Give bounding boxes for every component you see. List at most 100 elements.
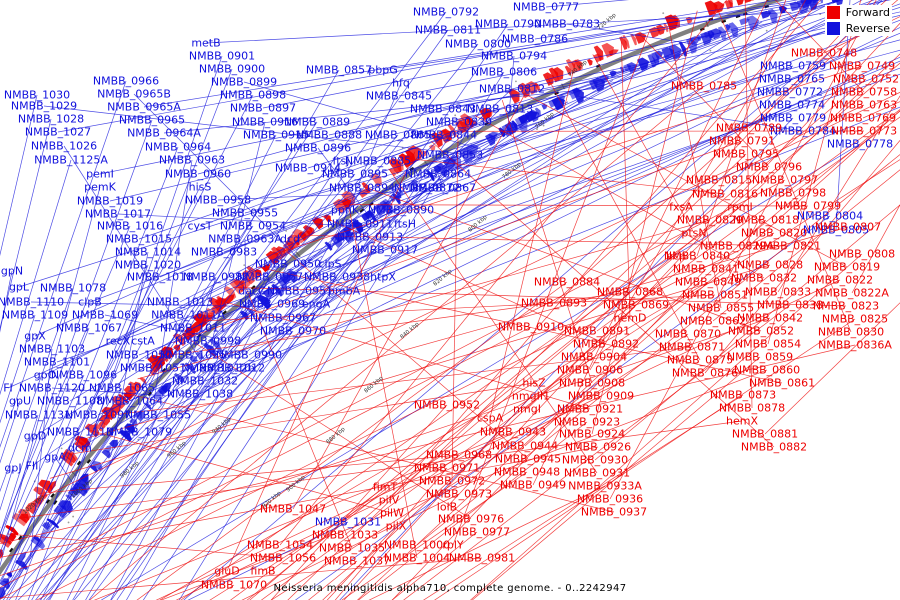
gene-label[interactable]: NMBB_0859 xyxy=(726,350,794,364)
gene-label[interactable]: NMBB_1032 xyxy=(171,374,239,388)
gene-label[interactable]: NMBB_0896 xyxy=(284,141,352,155)
gene-label[interactable]: NMBB_0808 xyxy=(828,247,896,261)
gene-label[interactable]: NMBB_0910 xyxy=(497,320,565,334)
gene-label[interactable]: NMBB_0823 xyxy=(812,299,880,313)
gene-label[interactable]: NMBB_1026 xyxy=(30,139,98,153)
gene-label[interactable]: NMBB_0873 xyxy=(709,388,777,402)
gene-label[interactable]: gpU xyxy=(8,394,32,408)
gene-label[interactable]: NMBB_1000 xyxy=(383,538,451,552)
gene-label[interactable]: NMBB_1064 xyxy=(96,394,164,408)
gene-label[interactable]: NMBB_0836A xyxy=(818,338,892,352)
gene-label[interactable]: NMBB_0806 xyxy=(470,65,538,79)
gene-label[interactable]: NMBB_0853 xyxy=(416,148,484,162)
gene-label[interactable]: NMBB_0876 xyxy=(671,366,739,380)
gene-label[interactable]: NMBB_0785 xyxy=(670,79,738,93)
gene-label[interactable]: pilX xyxy=(385,519,407,533)
gene-label[interactable]: NMBB_0911 xyxy=(326,217,394,231)
gene-label[interactable]: NMBB_0891 xyxy=(563,324,631,338)
gene-label[interactable]: NMBB_0914 xyxy=(274,161,342,175)
gene-label[interactable]: NMBB_0794 xyxy=(480,49,548,63)
gene-label[interactable]: NMBB_0749 xyxy=(828,59,896,73)
gene-label[interactable]: NMBB_0944 xyxy=(491,439,559,453)
gene-label[interactable]: NMBB_0977 xyxy=(443,525,511,539)
gene-label[interactable]: NMBB_0796 xyxy=(735,160,803,174)
gene-label[interactable]: NMBB_0895 xyxy=(321,167,389,181)
gene-label[interactable]: NMBB_0972 xyxy=(418,474,486,488)
gene-label[interactable]: NMBB_0769 xyxy=(829,111,897,125)
gene-label[interactable]: NMBB_0936 xyxy=(576,492,644,506)
gene-label[interactable]: NMBB_0881 xyxy=(731,427,799,441)
gene-label[interactable]: NMBB_0973 xyxy=(425,487,493,501)
gene-label[interactable]: rplY xyxy=(442,538,464,552)
gene-label[interactable]: gpX xyxy=(24,329,46,343)
gene-label[interactable]: NMBB_0882 xyxy=(740,440,808,454)
gene-label[interactable]: pilW xyxy=(380,506,404,520)
gene-label[interactable]: gluD xyxy=(214,564,240,578)
gene-label[interactable]: NMBB_1055 xyxy=(124,408,192,422)
gene-label[interactable]: ftsH xyxy=(394,217,416,231)
gene-label[interactable]: NMBB_1103 xyxy=(18,342,86,356)
gene-label[interactable]: hisZ xyxy=(522,376,546,390)
gene-label[interactable]: NMBB_0957 xyxy=(236,270,304,284)
gene-label[interactable]: NMBB_0833 xyxy=(744,285,812,299)
gene-label[interactable]: NMBB_1120 xyxy=(18,381,86,395)
gene-label[interactable]: NMBB_1109 xyxy=(1,308,69,322)
gene-label[interactable]: NMBB_0791 xyxy=(708,134,776,148)
gene-label[interactable]: NMBB_0857 xyxy=(305,63,373,77)
gene-label[interactable]: NMBB_0908 xyxy=(558,376,626,390)
gene-label[interactable]: NMBB_1017 xyxy=(84,207,152,221)
gene-label[interactable]: NMBB_0772 xyxy=(756,85,824,99)
gene-label[interactable]: NMBB_0865 xyxy=(364,128,432,142)
gene-label[interactable]: NMBB_0867 xyxy=(409,181,477,195)
gene-label[interactable]: NMBB_0842 xyxy=(736,311,804,325)
gene-label[interactable]: NMBB_0816 xyxy=(691,187,759,201)
gene-label[interactable]: NMBB_1052 xyxy=(105,348,173,362)
gene-label[interactable]: NMBB_0964A xyxy=(127,126,201,140)
gene-label[interactable]: gpL xyxy=(8,280,30,294)
gene-label[interactable]: NMBB_0838 xyxy=(756,298,824,312)
gene-label[interactable]: metB xyxy=(191,36,221,50)
gene-label[interactable]: NMBB_0899 xyxy=(210,75,278,89)
gene-label[interactable]: pilV xyxy=(378,493,400,507)
gene-label[interactable]: NMBB_0885 xyxy=(344,154,412,168)
gene-label[interactable]: fimT xyxy=(372,480,398,494)
gene-label[interactable]: NMBB_1027 xyxy=(24,125,92,139)
gene-label[interactable]: cstA xyxy=(131,334,155,348)
gene-label[interactable]: NMBB_0893 xyxy=(520,296,588,310)
gene-label[interactable]: NMBB_0954 xyxy=(219,219,287,233)
gene-label[interactable]: NMBB_0786 xyxy=(501,32,569,46)
gene-label[interactable]: NMBB_0904 xyxy=(560,350,628,364)
gene-label[interactable]: NMBB_0981 xyxy=(448,551,516,565)
gene-label[interactable]: NMBB_0828 xyxy=(736,258,804,272)
gene-label[interactable]: gpA xyxy=(44,450,66,464)
gene-label[interactable]: NMBB_0851 xyxy=(681,288,749,302)
gene-label[interactable]: NMBB_0840 xyxy=(663,249,731,263)
gene-label[interactable]: NMBB_0860 xyxy=(733,363,801,377)
gene-label[interactable]: NMBB_1101 xyxy=(23,355,91,369)
gene-label[interactable]: FII xyxy=(25,459,39,473)
gene-label[interactable]: NMBB_0774 xyxy=(758,98,826,112)
gene-label[interactable]: gpO xyxy=(33,368,57,382)
gene-label[interactable]: NMBB_1070 xyxy=(200,578,268,592)
gene-label[interactable]: NMBB_1004 xyxy=(383,551,451,565)
gene-label[interactable]: NMBB_0969 xyxy=(238,297,306,311)
gene-label[interactable]: NMBB_0971 xyxy=(413,461,481,475)
gene-label[interactable]: NMBB_0938 xyxy=(303,270,371,284)
gene-label[interactable]: NMBB_1018 xyxy=(126,270,194,284)
gene-label[interactable]: pemK xyxy=(84,180,116,194)
gene-label[interactable]: NMBB_0813 xyxy=(466,102,534,116)
gene-label[interactable]: NMBB_0830 xyxy=(817,325,885,339)
gene-label[interactable]: NMBB_0965 xyxy=(118,113,186,127)
gene-label[interactable]: NMBB_0861 xyxy=(748,376,816,390)
gene-label[interactable]: NMBB_0759 xyxy=(759,59,827,73)
gene-label[interactable]: NMBB_0822 xyxy=(806,273,874,287)
gene-label[interactable]: NMBB_0789 xyxy=(715,121,783,135)
gene-label[interactable]: gpN xyxy=(0,264,24,278)
gene-label[interactable]: NMBB_0815 xyxy=(685,173,753,187)
gene-label[interactable]: NMBB_1065 xyxy=(88,381,156,395)
gene-label[interactable]: NMBB_1078 xyxy=(39,281,107,295)
gene-label[interactable]: NMBB_0982 xyxy=(182,270,250,284)
gene-label[interactable]: NMBB_1014 xyxy=(114,245,182,259)
gene-label[interactable]: NMBB_0799 xyxy=(774,199,842,213)
gene-label[interactable]: NMBB_0917 xyxy=(351,243,419,257)
